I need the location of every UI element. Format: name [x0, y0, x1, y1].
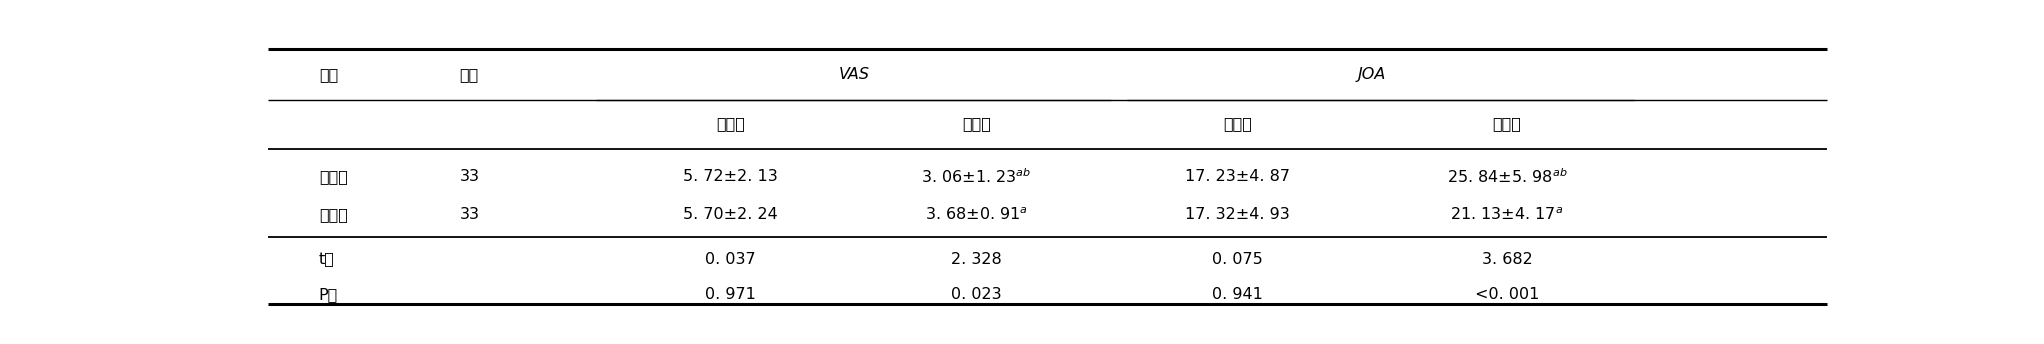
Text: 0. 075: 0. 075 [1212, 252, 1263, 267]
Text: P値: P値 [319, 287, 337, 302]
Text: 17. 23±4. 87: 17. 23±4. 87 [1186, 169, 1290, 184]
Text: 观察组: 观察组 [319, 169, 347, 184]
Text: 33: 33 [460, 169, 480, 184]
Text: 治疗前: 治疗前 [715, 116, 746, 131]
Text: 17. 32±4. 93: 17. 32±4. 93 [1186, 207, 1290, 222]
Text: 5. 70±2. 24: 5. 70±2. 24 [683, 207, 779, 222]
Text: 治疗前: 治疗前 [1222, 116, 1253, 131]
Text: 3. 06±1. 23$^{ab}$: 3. 06±1. 23$^{ab}$ [922, 167, 1032, 186]
Text: 25. 84±5. 98$^{ab}$: 25. 84±5. 98$^{ab}$ [1447, 167, 1568, 186]
Text: 33: 33 [460, 207, 480, 222]
Text: 0. 023: 0. 023 [950, 287, 1002, 302]
Text: 0. 941: 0. 941 [1212, 287, 1263, 302]
Text: 治疗后: 治疗后 [963, 116, 991, 131]
Text: <0. 001: <0. 001 [1476, 287, 1539, 302]
Text: 例数: 例数 [460, 67, 478, 82]
Text: 0. 037: 0. 037 [705, 252, 756, 267]
Text: 5. 72±2. 13: 5. 72±2. 13 [683, 169, 779, 184]
Text: 治疗后: 治疗后 [1492, 116, 1521, 131]
Text: 21. 13±4. 17$^{a}$: 21. 13±4. 17$^{a}$ [1451, 206, 1564, 223]
Text: 组别: 组别 [319, 67, 337, 82]
Text: 2. 328: 2. 328 [950, 252, 1002, 267]
Text: 3. 682: 3. 682 [1482, 252, 1533, 267]
Text: 3. 68±0. 91$^{a}$: 3. 68±0. 91$^{a}$ [924, 206, 1028, 223]
Text: 0. 971: 0. 971 [705, 287, 756, 302]
Text: JOA: JOA [1357, 67, 1386, 82]
Text: 对照组: 对照组 [319, 207, 347, 222]
Text: VAS: VAS [838, 67, 871, 82]
Text: t値: t値 [319, 252, 335, 267]
